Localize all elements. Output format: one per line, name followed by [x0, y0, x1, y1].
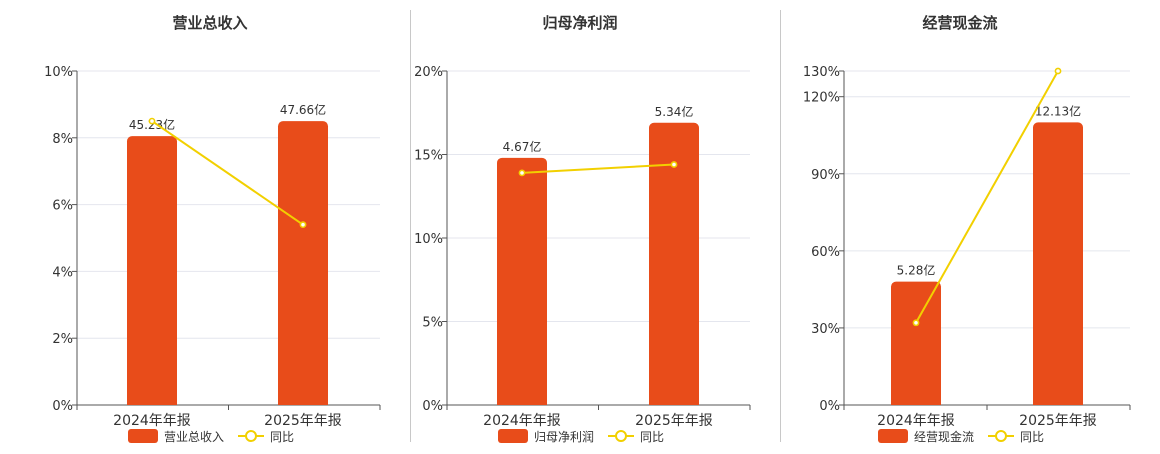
bar — [649, 122, 699, 406]
legend-line-marker — [245, 430, 257, 442]
legend-bar-label: 经营现金流 — [914, 429, 974, 444]
bar-base — [649, 399, 699, 405]
y-tick-label: 4% — [52, 265, 73, 280]
y-tick-label: 6% — [52, 199, 73, 214]
bar-value-label: 4.67亿 — [503, 139, 542, 154]
y-tick-label: 5% — [422, 316, 443, 331]
y-tick-label: 0% — [819, 399, 840, 414]
bar-base — [1033, 399, 1083, 405]
legend-line-label: 同比 — [640, 430, 664, 444]
bar-value-label: 47.66亿 — [280, 102, 326, 117]
yoy-point — [299, 221, 307, 229]
chart-title: 经营现金流 — [922, 14, 997, 32]
panel-divider — [780, 10, 781, 442]
x-tick-label: 2025年年报 — [635, 413, 713, 429]
yoy-point — [148, 117, 156, 125]
legend-bar-label: 归母净利润 — [534, 430, 594, 444]
yoy-point — [912, 319, 920, 327]
y-tick-label: 10% — [414, 232, 443, 247]
y-tick-label: 90% — [811, 168, 840, 183]
legend-line-marker — [615, 430, 627, 442]
x-tick-label: 2024年年报 — [483, 413, 561, 429]
bar-base — [891, 399, 941, 405]
legend-bar-swatch — [878, 429, 908, 443]
legend-line-label: 同比 — [1020, 430, 1044, 444]
bar — [278, 121, 328, 405]
yoy-point — [518, 169, 526, 177]
yoy-line — [151, 120, 304, 226]
y-tick-label: 60% — [811, 245, 840, 260]
y-tick-label: 20% — [414, 65, 443, 80]
bar — [497, 157, 547, 405]
bar-value-label: 5.34亿 — [655, 104, 694, 119]
y-tick-label: 15% — [414, 149, 443, 164]
yoy-point — [1054, 67, 1062, 75]
bar-value-label: 12.13亿 — [1035, 103, 1081, 118]
y-tick-label: 0% — [52, 399, 73, 414]
bar-base — [127, 399, 177, 405]
bar-base — [278, 399, 328, 405]
y-tick-label: 130% — [803, 65, 840, 80]
legend-bar-swatch — [128, 429, 158, 443]
bar-value-label: 5.28亿 — [897, 263, 936, 278]
yoy-point — [670, 161, 678, 168]
y-tick-label: 0% — [422, 399, 443, 414]
bar-base — [497, 399, 547, 405]
chart-title: 营业总收入 — [172, 14, 247, 32]
y-tick-label: 8% — [52, 132, 73, 147]
legend-line-label: 同比 — [270, 430, 294, 444]
bar — [891, 281, 941, 405]
legend-bar-swatch — [498, 429, 528, 443]
yoy-line — [915, 70, 1059, 324]
bar — [1033, 122, 1083, 405]
y-tick-label: 120% — [803, 91, 840, 106]
bar — [127, 136, 177, 405]
x-tick-label: 2024年年报 — [113, 413, 191, 429]
y-tick-label: 30% — [811, 322, 840, 337]
x-tick-label: 2025年年报 — [1019, 413, 1097, 429]
chart-title: 归母净利润 — [542, 14, 617, 32]
y-tick-label: 2% — [52, 332, 73, 347]
legend-line-marker — [995, 430, 1007, 442]
x-tick-label: 2025年年报 — [264, 413, 342, 429]
panel-divider — [410, 10, 411, 442]
x-tick-label: 2024年年报 — [877, 413, 955, 429]
y-tick-label: 10% — [44, 65, 73, 80]
yoy-line — [521, 163, 675, 174]
legend-bar-label: 营业总收入 — [164, 430, 224, 444]
